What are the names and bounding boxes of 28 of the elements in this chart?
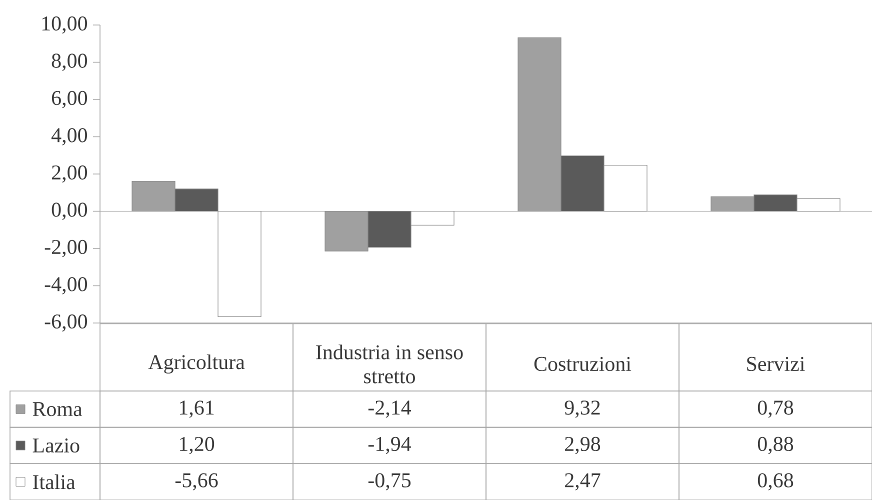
data-label: 2,47	[565, 473, 600, 490]
data-label: 9,32	[564, 400, 600, 418]
x-tick-label: Industria in senso stretto	[316, 344, 463, 384]
y-tick-label: 10,00	[42, 16, 88, 34]
data-label: 0,78	[758, 400, 794, 418]
data-label: -5,66	[175, 473, 218, 490]
y-tick-label: 0,00	[52, 202, 88, 220]
y-tick-label: -6,00	[44, 314, 88, 332]
y-tick-label: -2,00	[44, 240, 88, 258]
data-label: 0,88	[758, 436, 794, 454]
data-label: -1,94	[368, 436, 412, 454]
data-label: 0,68	[758, 473, 794, 490]
x-tick-label: Servizi	[747, 356, 805, 372]
y-tick-label: 4,00	[51, 128, 88, 146]
data-label: -2,14	[368, 400, 412, 418]
data-label: 1,20	[180, 436, 214, 454]
legend-label: Roma	[32, 402, 82, 416]
data-label: 1,61	[180, 400, 214, 418]
y-tick-label: 6,00	[52, 90, 88, 108]
y-tick-label: 2,00	[52, 165, 88, 183]
x-tick-label: Costruzioni	[534, 356, 632, 372]
legend-label: Lazio	[32, 438, 80, 453]
y-tick-label: -4,00	[44, 277, 88, 294]
y-tick-label: 8,00	[52, 54, 88, 71]
legend-label: Italia	[32, 474, 76, 490]
x-tick-label: Agricoltura	[148, 354, 245, 374]
data-label: 2,98	[565, 436, 600, 454]
data-label: -0,75	[368, 473, 411, 490]
